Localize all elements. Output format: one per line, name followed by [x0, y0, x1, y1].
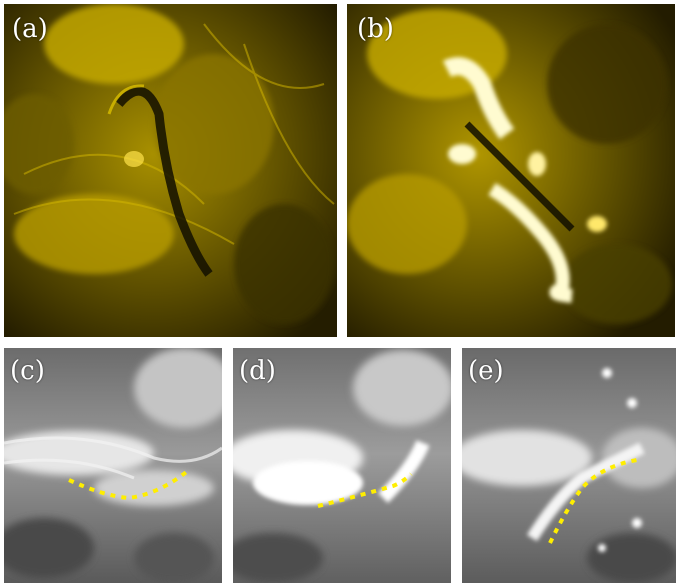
panel-a-image: (a)	[4, 4, 337, 337]
panel-e-image: (e)	[462, 348, 676, 583]
panel-b-label: (b)	[357, 14, 394, 44]
panel-e-imagery	[462, 348, 676, 583]
trace-dotted-line	[68, 468, 191, 501]
panel-c-image: (c)	[4, 348, 222, 583]
panel-a-imagery	[4, 4, 337, 337]
panel-b-image: (b)	[347, 4, 675, 337]
panel-d-image: (d)	[233, 348, 451, 583]
panel-b-imagery	[347, 4, 675, 337]
trace-dotted-line	[548, 458, 638, 544]
panel-d-label: (d)	[239, 356, 276, 386]
panel-a-label: (a)	[12, 14, 48, 44]
panel-e-label: (e)	[468, 356, 504, 386]
panel-d-imagery	[233, 348, 451, 583]
panel-c-imagery	[4, 348, 222, 583]
panel-c-label: (c)	[10, 356, 45, 386]
trace-dotted-line	[317, 472, 413, 508]
